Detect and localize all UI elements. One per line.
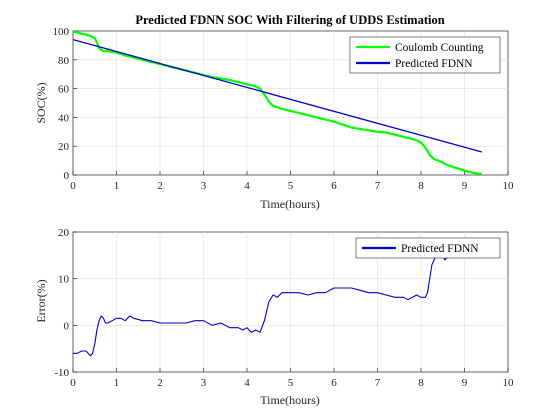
- soc-x-tick-label: 0: [70, 180, 76, 192]
- error-y-tick-label: -10: [54, 367, 69, 379]
- error-x-tick-label: 0: [70, 377, 76, 389]
- error-y-tick-label: 10: [58, 274, 70, 286]
- error-x-tick-label: 10: [503, 377, 515, 389]
- soc-legend-label: Predicted FDNN: [395, 58, 473, 70]
- soc-y-tick-label: 100: [53, 26, 70, 38]
- soc-x-tick-label: 6: [331, 180, 337, 192]
- soc-series-line-coulomb-counting: [73, 31, 482, 175]
- error-x-axis-label: Time(hours): [260, 393, 320, 407]
- soc-x-tick-label: 9: [462, 180, 468, 192]
- soc-chart-title: Predicted FDNN SOC With Filtering of UDD…: [135, 13, 444, 27]
- error-x-tick-label: 3: [201, 377, 207, 389]
- soc-x-tick-label: 4: [244, 180, 250, 192]
- error-x-tick-label: 2: [157, 377, 163, 389]
- error-x-tick-label: 8: [418, 377, 424, 389]
- soc-x-tick-label: 2: [157, 180, 163, 192]
- error-x-tick-label: 4: [244, 377, 250, 389]
- soc-x-tick-label: 7: [375, 180, 381, 192]
- error-x-tick-label: 5: [288, 377, 294, 389]
- soc-x-tick-label: 10: [503, 180, 515, 192]
- error-series-line-predicted-fdnn: [73, 252, 448, 357]
- soc-y-axis-label: SOC(%): [34, 82, 48, 123]
- error-y-axis-label: Error(%): [34, 279, 48, 322]
- error-y-tick-label: 20: [58, 227, 70, 239]
- error-legend-label: Predicted FDNN: [401, 243, 479, 255]
- soc-x-axis-label: Time(hours): [260, 197, 320, 211]
- soc-y-tick-label: 40: [58, 112, 70, 124]
- soc-legend: [349, 36, 501, 74]
- error-legend: [355, 237, 501, 259]
- error-x-tick-label: 9: [462, 377, 468, 389]
- soc-series-line-predicted-fdnn: [73, 38, 483, 153]
- soc-y-tick-label: 20: [58, 141, 70, 153]
- soc-y-tick-label: 60: [58, 84, 70, 96]
- soc-y-tick-label: 80: [58, 55, 70, 67]
- soc-legend-label: Coulomb Counting: [395, 42, 484, 54]
- error-x-tick-label: 7: [375, 377, 381, 389]
- soc-x-tick-label: 8: [418, 180, 424, 192]
- soc-y-tick-label: 0: [64, 170, 70, 182]
- error-x-tick-label: 1: [114, 377, 120, 389]
- soc-x-tick-label: 3: [201, 180, 207, 192]
- error-y-tick-label: 0: [64, 320, 70, 332]
- soc-x-tick-label: 5: [288, 180, 294, 192]
- soc-x-tick-label: 1: [114, 180, 120, 192]
- error-x-tick-label: 6: [331, 377, 337, 389]
